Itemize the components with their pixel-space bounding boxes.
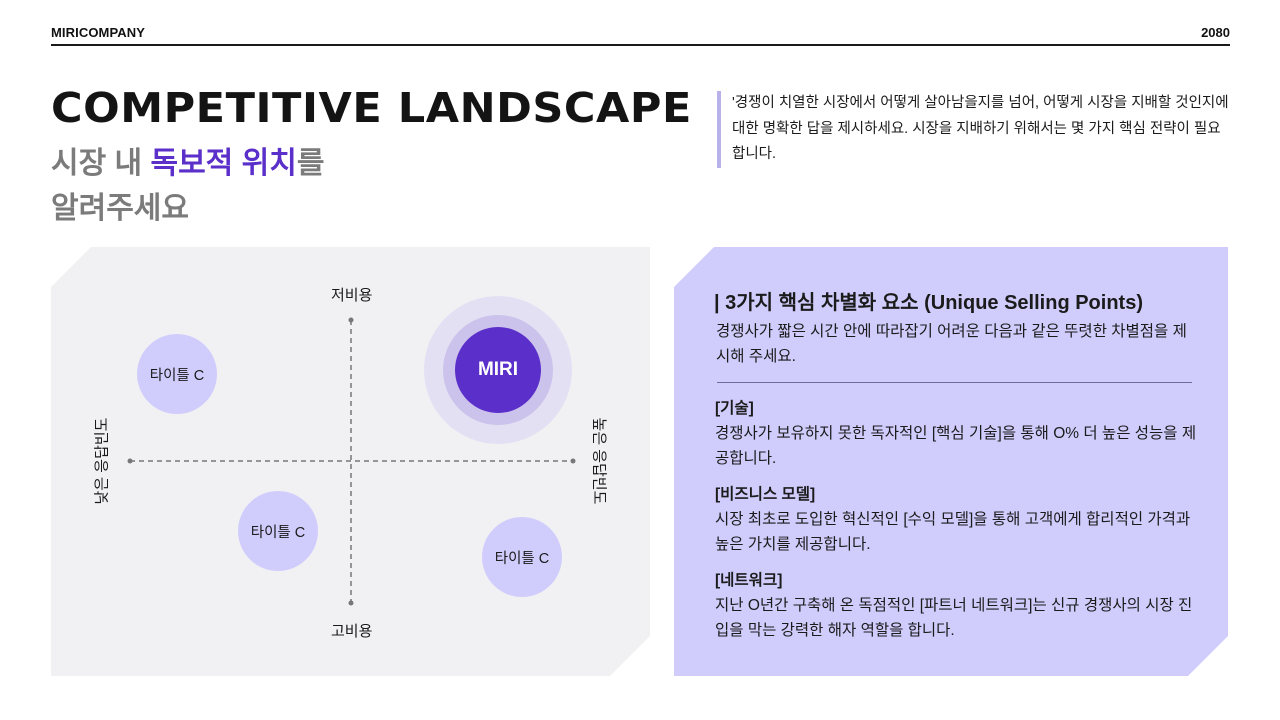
page-title: COMPETITIVE LANDSCAPE (51, 84, 692, 132)
usp-item-network: [네트워크] 지난 O년간 구축해 온 독점적인 [파트너 네트워크]는 신규 … (715, 568, 1205, 643)
usp-item-heading: [네트워크] (715, 572, 783, 589)
usp-description: 경쟁사가 짧은 시간 안에 따라잡기 어려운 다음과 같은 뚜렷한 차별점을 제… (716, 323, 1187, 365)
axis-endpoint-dot (348, 600, 354, 606)
subtitle-highlight: 독보적 위치 (150, 147, 297, 180)
usp-divider (717, 382, 1192, 383)
usp-item-heading: [비즈니스 모델] (715, 486, 816, 503)
usp-item-body: 지난 O년간 구축해 온 독점적인 [파트너 네트워크]는 신규 경쟁사의 시장… (715, 597, 1193, 639)
year-label: 2080 (1201, 25, 1230, 40)
axis-label-top: 저비용 (331, 287, 373, 304)
axis-label-bottom: 고비용 (331, 623, 373, 640)
top-bar: MIRICOMPANY 2080 (51, 24, 1230, 46)
usp-title: | 3가지 핵심 차별화 요소 (Unique Selling Points) (714, 292, 1143, 314)
competitor-bubble: 타이틀 C (482, 517, 562, 597)
subtitle-line2: 알려주세요 (51, 192, 189, 225)
brand-name: MIRICOMPANY (51, 25, 146, 40)
usp-item-body: 시장 최초로 도입한 혁신적인 [수익 모델]을 통해 고객에게 합리적인 가격… (715, 511, 1191, 553)
usp-panel (674, 247, 1228, 676)
competitor-bubble: 타이틀 C (137, 334, 217, 414)
competitor-bubble: 타이틀 C (238, 491, 318, 571)
miri-bubble: MIRI (455, 327, 541, 413)
intro-quote: '경쟁이 치열한 시장에서 어떻게 살아남을지를 넘어, 어떻게 시장을 지배할… (717, 91, 1232, 168)
usp-item-technology: [기술] 경쟁사가 보유하지 못한 독자적인 [핵심 기술]을 통해 O% 더 … (715, 396, 1205, 471)
usp-item-heading: [기술] (715, 400, 754, 417)
subtitle-suffix: 를 (296, 147, 325, 180)
usp-item-body: 경쟁사가 보유하지 못한 독자적인 [핵심 기술]을 통해 O% 더 높은 성능… (715, 425, 1197, 467)
axis-label-left: 낮은 응답빈도 (93, 417, 111, 505)
axis-endpoint-dot (127, 458, 133, 464)
subtitle-prefix: 시장 내 (51, 147, 151, 180)
page-subtitle: 시장 내 독보적 위치를 알려주세요 (51, 141, 324, 231)
axis-endpoint-dot (348, 317, 354, 323)
usp-item-business-model: [비즈니스 모델] 시장 최초로 도입한 혁신적인 [수익 모델]을 통해 고객… (715, 482, 1205, 557)
axis-endpoint-dot (570, 458, 576, 464)
axis-label-right: 높은 응답빈도 (590, 417, 608, 505)
